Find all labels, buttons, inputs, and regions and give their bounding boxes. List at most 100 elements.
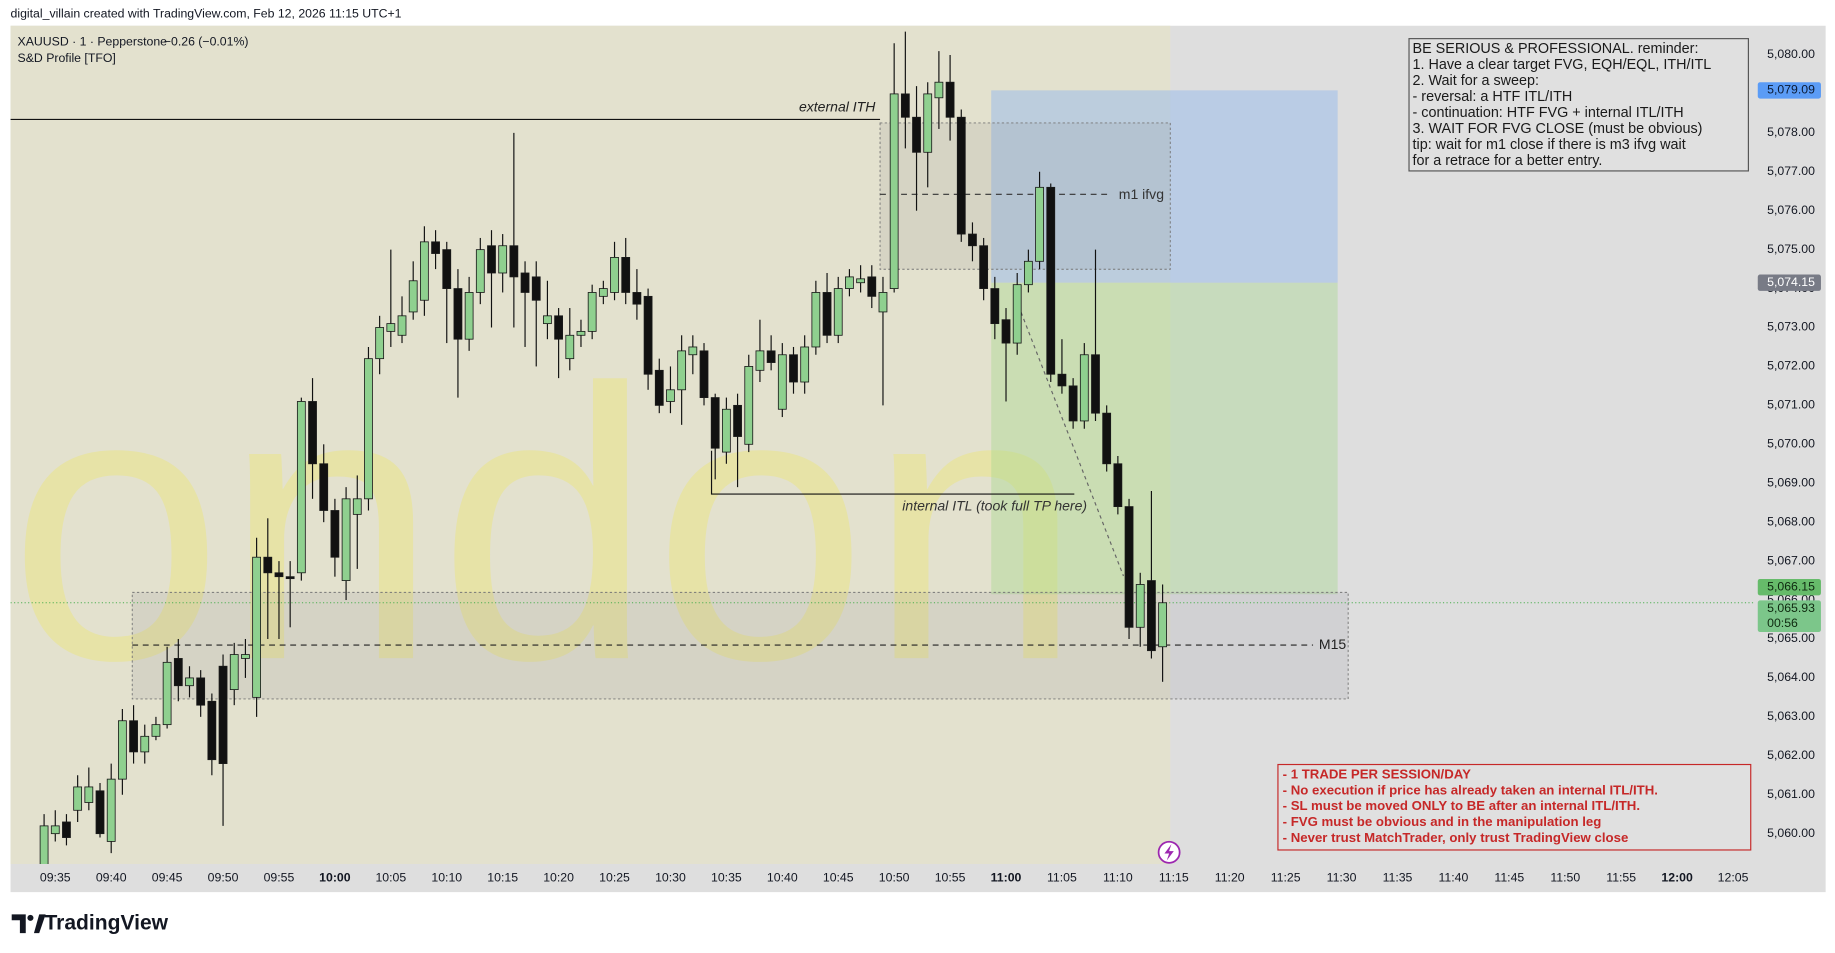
rule-line: - FVG must be obvious and in the manipul… (1283, 814, 1602, 829)
x-tick-label: 11:30 (1327, 870, 1357, 884)
candle-body (643, 295, 653, 375)
rules-box (1277, 763, 1752, 851)
candle-body (755, 350, 765, 371)
candle-body (721, 408, 731, 453)
reminder-line: BE SERIOUS & PROFESSIONAL. reminder: (1413, 41, 1699, 57)
x-tick-label: 10:00 (319, 870, 351, 884)
rule-line: - No execution if price has already take… (1283, 782, 1658, 797)
candle-body (464, 292, 474, 340)
candle-body (1035, 186, 1044, 262)
candle-body (1102, 412, 1112, 465)
candle-body (106, 778, 116, 842)
y-tick-label: 5,061.00 (1767, 787, 1815, 801)
candle-body (95, 790, 105, 835)
candle-body (710, 397, 720, 449)
brand: TradingView (44, 911, 168, 934)
y-tick-label: 5,073.00 (1767, 320, 1815, 334)
candle-body (352, 498, 362, 515)
rule-line: - SL must be moved ONLY to BE after an i… (1283, 798, 1640, 813)
x-tick-label: 10:05 (375, 870, 406, 884)
x-tick-label: 11:20 (1215, 870, 1245, 884)
candle-body (140, 735, 150, 753)
candle-body (923, 93, 933, 153)
candle-body (229, 654, 239, 691)
candle-body (576, 330, 586, 336)
candle-body (1001, 319, 1011, 344)
candle-body (509, 245, 519, 278)
y-tick-label: 5,071.00 (1767, 398, 1815, 412)
candle-body (654, 369, 664, 406)
candle-body (50, 825, 60, 835)
logo-slash (33, 914, 46, 934)
candle-body (375, 327, 385, 360)
candle-body (1068, 385, 1078, 422)
x-tick-label: 11:35 (1383, 870, 1413, 884)
x-tick-label: 09:55 (264, 870, 295, 884)
candle-body (1057, 373, 1067, 387)
logo-dot (27, 914, 34, 921)
price-label-bg (1757, 82, 1821, 99)
candle-body (1091, 354, 1100, 414)
rule-line: - 1 TRADE PER SESSION/DAY (1283, 767, 1471, 782)
x-tick-label: 10:50 (879, 870, 910, 884)
candle-body (699, 350, 709, 398)
x-tick-label: 10:55 (935, 870, 966, 884)
candle-body (341, 498, 351, 581)
candle-body (1046, 186, 1056, 375)
candle-body (878, 292, 888, 313)
x-tick-label: 10:30 (655, 870, 686, 884)
candle-body (789, 354, 798, 383)
candle-body (218, 665, 228, 764)
candle-body (185, 677, 194, 687)
candle-body (263, 556, 273, 574)
candle-body (1012, 284, 1022, 344)
candle-body (1113, 463, 1123, 508)
candle-body (296, 401, 306, 574)
candle-body (408, 280, 418, 313)
session-background (10, 25, 1171, 865)
x-tick-label: 10:35 (711, 870, 742, 884)
symbol-title: XAUUSD · 1 · Pepperstone (18, 34, 168, 48)
x-tick-label: 11:25 (1271, 870, 1301, 884)
candle-body (129, 720, 138, 753)
candle-body (856, 278, 865, 284)
x-tick-label: 11:50 (1550, 870, 1580, 884)
x-tick-label: 09:40 (96, 870, 127, 884)
y-tick-label: 5,065.00 (1767, 631, 1815, 645)
candle-body (677, 350, 687, 391)
x-tick-label: 10:10 (431, 870, 462, 884)
internal-itl-line (710, 450, 1075, 495)
candle-body (453, 288, 463, 340)
y-tick-label: 5,076.00 (1767, 203, 1815, 217)
x-tick-label: 10:40 (767, 870, 798, 884)
candle-body (688, 346, 698, 356)
candle-body (531, 276, 541, 301)
y-tick-label: 5,067.00 (1767, 553, 1815, 567)
candle-body (979, 245, 989, 289)
candle-body (766, 350, 776, 363)
candle-body (1147, 580, 1156, 652)
candle-body (610, 257, 619, 293)
y-tick-label: 5,068.00 (1767, 514, 1815, 528)
x-tick-label: 10:20 (543, 870, 574, 884)
x-tick-label: 11:55 (1606, 870, 1636, 884)
candle-body (196, 677, 206, 706)
candle-body (1135, 584, 1145, 628)
price-label-bg (1757, 600, 1821, 633)
candle-body (1079, 354, 1089, 422)
candle-body (777, 354, 787, 410)
candle-body (554, 315, 563, 340)
price-label: 5,079.09 (1767, 83, 1815, 97)
candle-body (598, 288, 608, 297)
candle-body (520, 272, 530, 293)
candle-body (1023, 260, 1033, 286)
y-tick-label: 5,080.00 (1767, 47, 1815, 61)
y-tick-label: 5,072.00 (1767, 359, 1815, 373)
x-tick-label: 11:05 (1047, 870, 1077, 884)
x-tick-label: 09:50 (208, 870, 239, 884)
price-change: −0.26 (−0.01%) (164, 34, 249, 48)
candle-body (252, 556, 261, 698)
x-tick-label: 09:45 (152, 870, 183, 884)
